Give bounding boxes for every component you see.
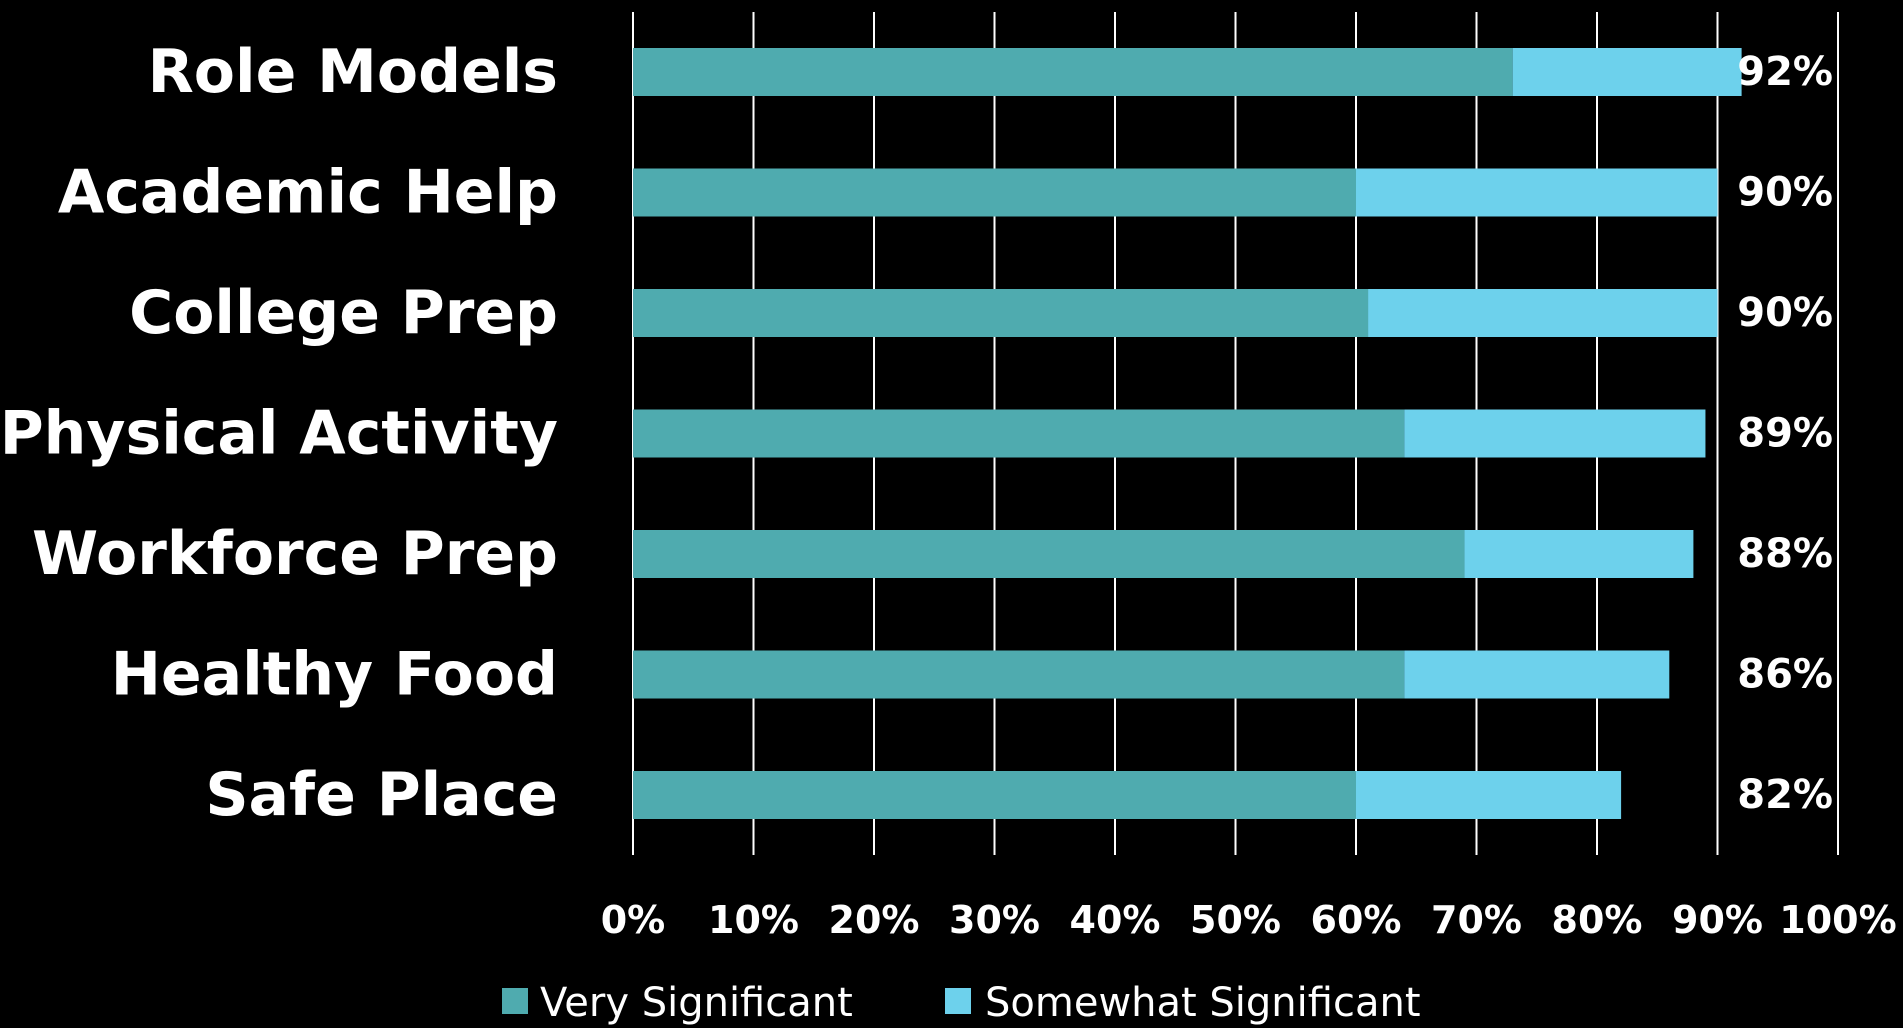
bar-very-significant xyxy=(633,530,1465,578)
legend-swatch xyxy=(502,988,528,1014)
category-label: College Prep xyxy=(129,278,558,348)
x-axis-tick-labels: 0% 10% 20% 30% 40% 50% 60% 70% 80% 90% 100% xyxy=(601,898,1897,942)
category-label: Workforce Prep xyxy=(32,519,558,589)
bar-very-significant xyxy=(633,650,1405,699)
total-label: 89% xyxy=(1737,411,1833,457)
x-tick-label: 30% xyxy=(949,898,1040,942)
bar-very-significant xyxy=(633,289,1369,337)
x-tick-label: 100% xyxy=(1779,898,1896,942)
x-tick-label: 70% xyxy=(1431,898,1522,942)
bar-somewhat-significant xyxy=(1356,771,1622,819)
bar-somewhat-significant xyxy=(1404,409,1706,458)
x-tick-label: 80% xyxy=(1552,898,1643,942)
bar-somewhat-significant xyxy=(1464,530,1694,578)
x-tick-label: 0% xyxy=(601,898,666,942)
category-labels: Role Models Academic Help College Prep Phys… xyxy=(0,37,558,830)
bar-very-significant xyxy=(633,771,1356,819)
legend-swatch xyxy=(945,988,971,1014)
x-tick-label: 50% xyxy=(1190,898,1281,942)
x-tick-label: 40% xyxy=(1070,898,1161,942)
total-label: 88% xyxy=(1737,531,1833,577)
x-tick-label: 10% xyxy=(708,898,799,942)
total-label: 92% xyxy=(1737,49,1833,95)
legend-label: Very Significant xyxy=(540,980,853,1026)
total-label: 86% xyxy=(1737,652,1833,698)
bar-somewhat-significant xyxy=(1368,289,1718,337)
total-label: 82% xyxy=(1737,772,1833,818)
x-tick-label: 20% xyxy=(829,898,920,942)
category-label: Safe Place xyxy=(205,760,558,830)
bar-somewhat-significant xyxy=(1512,48,1742,96)
bars xyxy=(633,48,1742,819)
total-labels: 92% 90% 90% 89% 88% 86% 82% xyxy=(1737,49,1833,818)
category-label: Healthy Food xyxy=(111,640,558,710)
bar-very-significant xyxy=(633,48,1513,96)
x-tick-label: 60% xyxy=(1311,898,1402,942)
x-tick-label: 90% xyxy=(1672,898,1763,942)
total-label: 90% xyxy=(1737,170,1833,216)
legend: Very Significant Somewhat Significant xyxy=(502,980,1421,1026)
bar-very-significant xyxy=(633,168,1356,217)
legend-label: Somewhat Significant xyxy=(985,980,1421,1026)
bar-very-significant xyxy=(633,409,1405,458)
category-label: Academic Help xyxy=(58,158,558,228)
category-label: Role Models xyxy=(148,37,558,107)
category-label: Physical Activity xyxy=(0,399,558,469)
total-label: 90% xyxy=(1737,290,1833,336)
bar-somewhat-significant xyxy=(1404,650,1670,699)
bar-somewhat-significant xyxy=(1356,168,1718,217)
